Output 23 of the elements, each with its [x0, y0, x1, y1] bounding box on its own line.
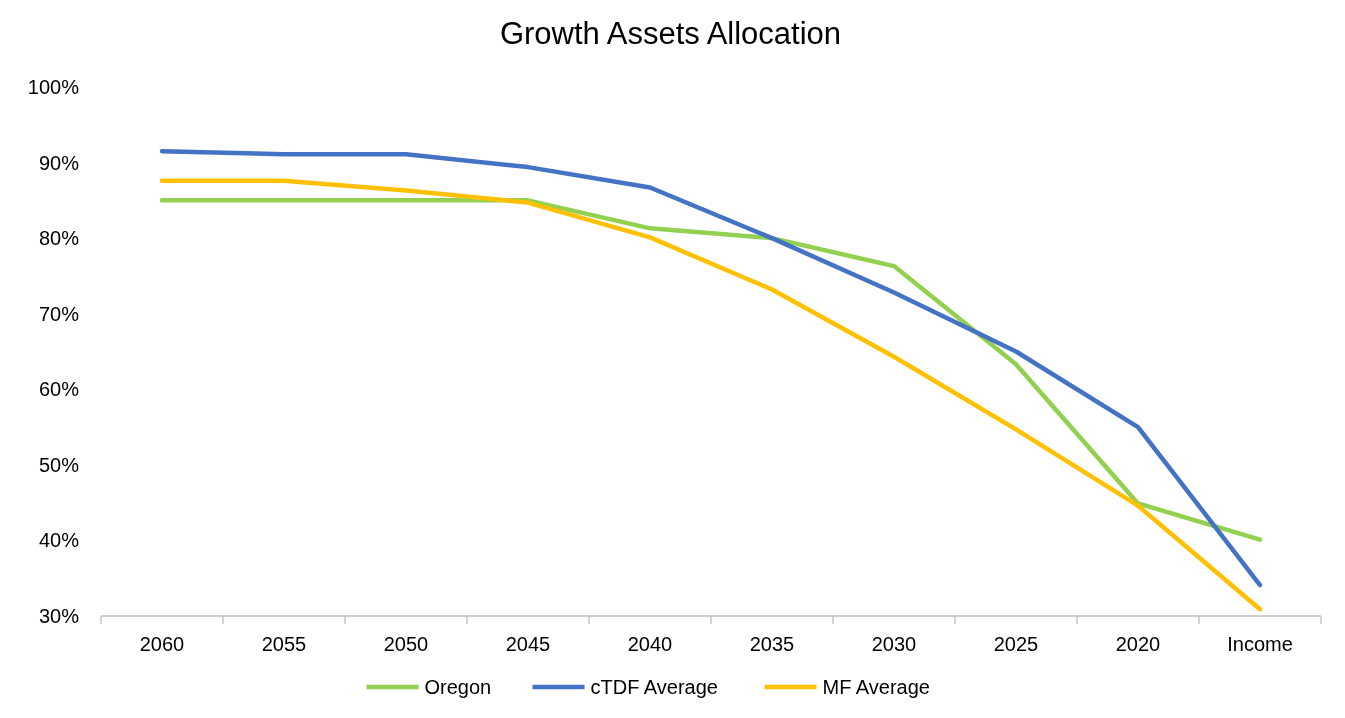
x-tick-label: 2055 — [261, 633, 307, 655]
legend-label: cTDF Average — [590, 676, 718, 698]
y-tick-label: 50% — [38, 453, 80, 476]
y-tick-label: 90% — [38, 151, 80, 174]
x-tick-label: 2040 — [627, 633, 673, 655]
y-tick-label: 100% — [27, 76, 80, 98]
x-tick-label: 2020 — [1115, 633, 1161, 655]
y-tick-label: 80% — [38, 227, 80, 250]
x-tick-label: 2025 — [993, 633, 1039, 655]
x-tick-label: 2060 — [139, 633, 185, 655]
y-tick-label: 70% — [38, 302, 80, 325]
line-series — [159, 198, 1263, 542]
y-tick-label: 60% — [38, 378, 80, 401]
x-tick-label: 2035 — [749, 633, 795, 655]
chart-title: Growth Assets Allocation — [499, 16, 842, 51]
y-tick-label: 40% — [38, 529, 80, 552]
x-tick-label: 2030 — [871, 633, 917, 655]
y-tick-label: 30% — [38, 605, 80, 627]
legend-label: Oregon — [424, 676, 492, 698]
legend-label: MF Average — [822, 676, 930, 698]
x-tick-label: Income — [1227, 633, 1293, 655]
x-tick-label: 2050 — [383, 633, 429, 655]
x-tick-label: 2045 — [505, 633, 551, 655]
